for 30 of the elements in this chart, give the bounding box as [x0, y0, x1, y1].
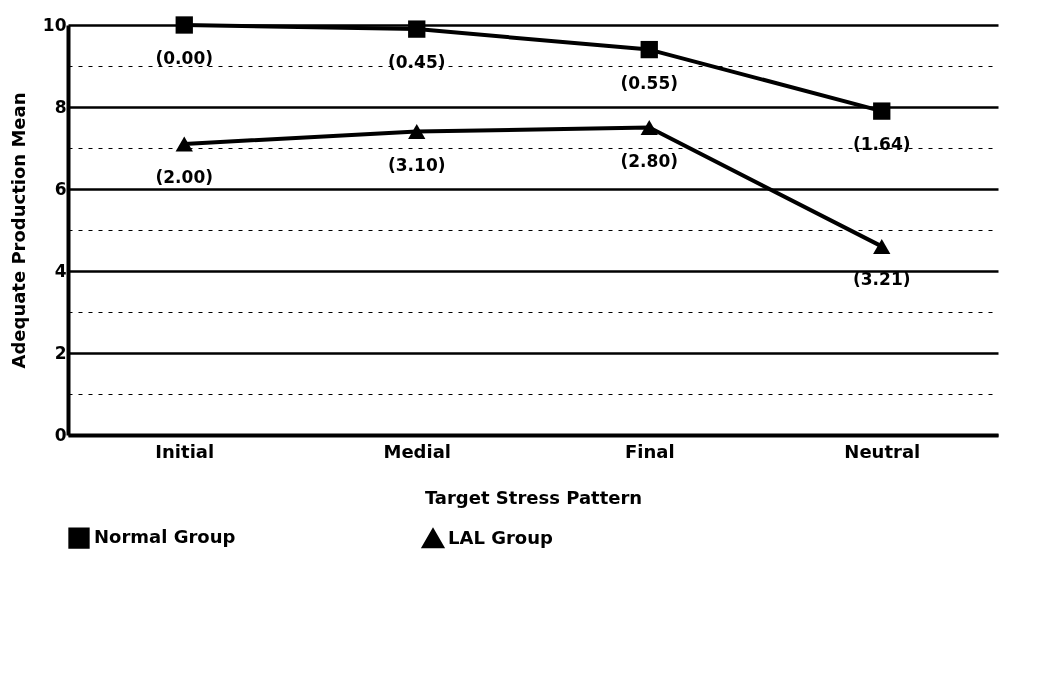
- point: [640, 40, 658, 59]
- annotation: (3.10): [388, 154, 446, 175]
- y-axis-title: Adequate Production Mean: [7, 92, 29, 369]
- point: [873, 238, 891, 254]
- annotation: (0.55): [620, 72, 678, 93]
- annotation: (2.80): [620, 150, 678, 171]
- point: [640, 120, 658, 135]
- legend-label: Normal Group: [94, 526, 236, 548]
- annotation: (0.45): [388, 52, 446, 73]
- y-tick-label: 0: [54, 424, 67, 445]
- y-tick-label: 6: [54, 178, 67, 199]
- x-tick-label: Final: [624, 440, 675, 462]
- point: [873, 102, 891, 120]
- x-axis-title: Target Stress Pattern: [424, 486, 643, 508]
- point: [408, 124, 426, 140]
- point: [408, 20, 426, 38]
- x-tick-label: Neutral: [844, 440, 921, 462]
- legend-label: LAL Group: [448, 526, 553, 548]
- y-tick-label: 8: [54, 96, 67, 117]
- point: [175, 16, 193, 34]
- y-tick-label: 4: [54, 260, 67, 281]
- y-tick-label: 10: [42, 14, 67, 35]
- y-tick-label: 2: [54, 342, 67, 363]
- point: [175, 136, 193, 152]
- annotation: (0.00): [155, 48, 213, 68]
- annotation: (3.21): [853, 269, 911, 290]
- x-tick-label: Medial: [383, 440, 451, 462]
- annotation: (2.00): [155, 166, 213, 187]
- x-tick-label: Initial: [155, 440, 215, 462]
- annotation: (1.64): [853, 134, 911, 155]
